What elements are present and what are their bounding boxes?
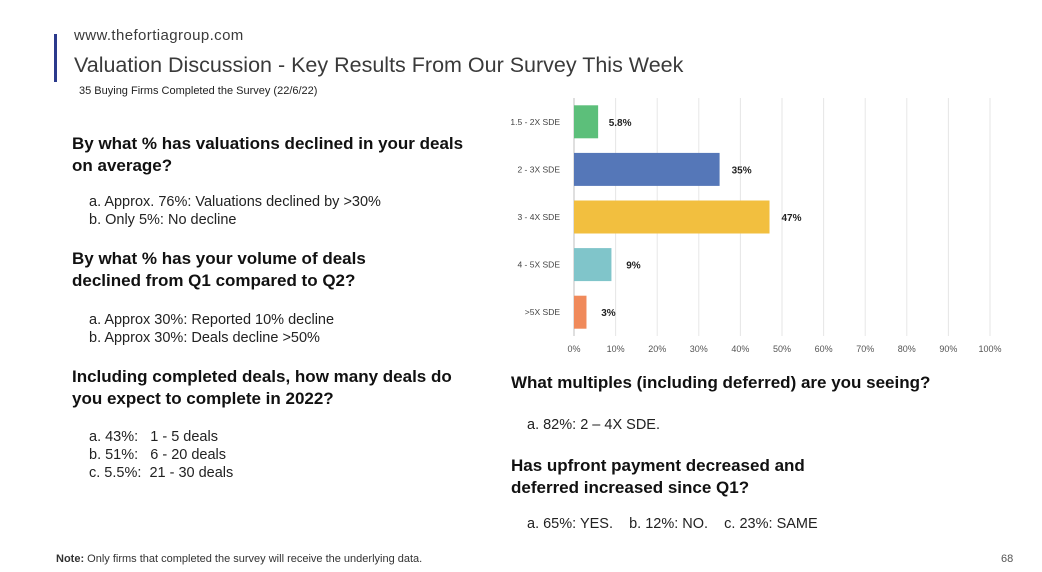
bar-2 bbox=[574, 200, 770, 234]
footer-note-text: Only firms that completed the survey wil… bbox=[84, 553, 423, 565]
answer-2a: a. Approx 30%: Reported 10% decline bbox=[89, 312, 335, 328]
answer-3a: a. 43%: 1 - 5 deals bbox=[89, 429, 218, 445]
bar-0 bbox=[574, 105, 599, 139]
x-tick-label-50: 50% bbox=[773, 344, 791, 354]
header-accent-bar bbox=[54, 34, 57, 82]
x-tick-label-80: 80% bbox=[898, 344, 916, 354]
footer-note-label: Note: bbox=[56, 553, 85, 565]
answer-4a: a. 82%: 2 – 4X SDE. bbox=[527, 417, 660, 433]
bar-4 bbox=[574, 295, 587, 329]
x-tick-label-100: 100% bbox=[978, 344, 1001, 354]
footer-note: Note: Only firms that completed the surv… bbox=[56, 553, 422, 565]
question-4: What multiples (including deferred) are … bbox=[511, 373, 931, 392]
x-tick-label-60: 60% bbox=[815, 344, 833, 354]
data-label-4: 3% bbox=[601, 308, 616, 319]
question-3: Including completed deals, how many deal… bbox=[72, 367, 452, 408]
answers-2: a. Approx 30%: Reported 10% decline b. A… bbox=[89, 311, 334, 347]
page-number: 68 bbox=[1001, 553, 1014, 565]
data-label-0: 5.8% bbox=[609, 118, 632, 129]
data-label-2: 47% bbox=[782, 213, 802, 224]
slide-title: Valuation Discussion - Key Results From … bbox=[74, 53, 684, 77]
answer-3c: c. 5.5%: 21 - 30 deals bbox=[89, 465, 234, 481]
category-label-2: 3 - 4X SDE bbox=[517, 212, 560, 222]
answers-5: a. 65%: YES. b. 12%: NO. c. 23%: SAME bbox=[527, 515, 818, 533]
answers-4: a. 82%: 2 – 4X SDE. bbox=[527, 416, 660, 434]
answers-3: a. 43%: 1 - 5 deals b. 51%: 6 - 20 deals… bbox=[89, 428, 233, 482]
x-tick-label-0: 0% bbox=[567, 344, 580, 354]
x-tick-label-40: 40% bbox=[731, 344, 749, 354]
site-url: www.thefortiagroup.com bbox=[74, 27, 244, 44]
answer-5: a. 65%: YES. b. 12%: NO. c. 23%: SAME bbox=[527, 516, 818, 532]
answer-2b: b. Approx 30%: Deals decline >50% bbox=[89, 330, 320, 346]
answer-1b: b. Only 5%: No decline bbox=[89, 212, 237, 228]
question-5: Has upfront payment decreased and deferr… bbox=[511, 456, 805, 497]
slide-subtitle: 35 Buying Firms Completed the Survey (22… bbox=[79, 85, 318, 97]
answer-1a: a. Approx. 76%: Valuations declined by >… bbox=[89, 194, 381, 210]
x-tick-label-20: 20% bbox=[648, 344, 666, 354]
category-label-4: >5X SDE bbox=[525, 307, 561, 317]
answer-3b: b. 51%: 6 - 20 deals bbox=[89, 447, 227, 463]
data-label-3: 9% bbox=[626, 261, 641, 272]
category-label-1: 2 - 3X SDE bbox=[517, 164, 560, 174]
question-2: By what % has your volume of deals decli… bbox=[72, 249, 366, 290]
category-label-0: 1.5 - 2X SDE bbox=[510, 117, 560, 127]
answers-1: a. Approx. 76%: Valuations declined by >… bbox=[89, 193, 381, 229]
question-1: By what % has valuations declined in you… bbox=[72, 134, 464, 175]
x-tick-label-30: 30% bbox=[690, 344, 708, 354]
data-label-1: 35% bbox=[732, 165, 752, 176]
multiples-bar-chart: 0% 10% 20% 30% 40% 50% 60% 70% 80% 90% 100% 1.5 - 2… bbox=[510, 98, 1002, 354]
x-tick-label-90: 90% bbox=[939, 344, 957, 354]
x-tick-label-10: 10% bbox=[607, 344, 625, 354]
category-label-3: 4 - 5X SDE bbox=[517, 260, 560, 270]
bar-1 bbox=[574, 152, 720, 186]
bar-3 bbox=[574, 248, 612, 282]
x-tick-label-70: 70% bbox=[856, 344, 874, 354]
